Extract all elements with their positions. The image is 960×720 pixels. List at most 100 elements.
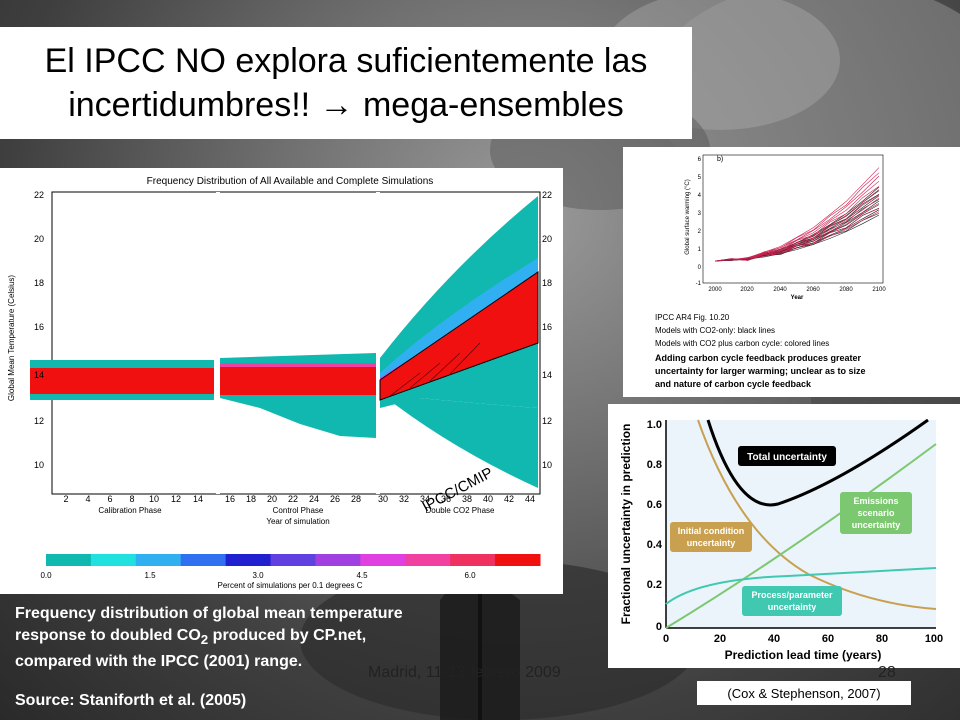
- uncertainty-chart-panel: Fractional uncertainty in prediction 1.0…: [608, 404, 960, 668]
- x-ticks-control: 16 18 20 22 24 26 28: [225, 494, 361, 504]
- y-tick: 0: [656, 621, 662, 633]
- x-tick: 12: [171, 494, 181, 504]
- main-chart-title: Frequency Distribution of All Available …: [147, 176, 434, 187]
- y-tick: 14: [542, 370, 552, 380]
- process-parameter-label: Process/parameter: [751, 590, 833, 600]
- emissions-label: Emissions: [853, 496, 898, 506]
- colorbar-swatch: [46, 554, 92, 566]
- calibration-band-core: [30, 368, 214, 394]
- emissions-label: scenario: [857, 508, 895, 518]
- ipcc-cmip-band: [379, 271, 539, 401]
- x-tick: 2040: [773, 287, 787, 293]
- y-tick: 12: [542, 416, 552, 426]
- carbon-cycle-line: [714, 211, 880, 262]
- ar4-ylabel: Global surface warming (°C): [685, 179, 691, 254]
- x-tick: 14: [193, 494, 203, 504]
- ar4-x-ticks: 2000 2020 2040 2060 2080 2100: [708, 287, 886, 293]
- source-text: Source: Staniforth et al. (2005): [15, 692, 247, 709]
- ar4-chart-svg: b) Global surface warming (°C) 6 5 4 3 2…: [655, 154, 886, 389]
- ar4-note: Models with CO2-only: black lines: [655, 326, 775, 335]
- colorbar-swatch: [495, 554, 541, 566]
- main-chart-ylabel: Global Mean Temperature (Celsius): [7, 275, 16, 401]
- x-tick: 24: [309, 494, 319, 504]
- phase-label-calibration: Calibration Phase: [98, 506, 162, 515]
- x-tick: 4: [85, 494, 90, 504]
- ipcc-band-hatching: [389, 342, 481, 397]
- colorbar-swatch: [405, 554, 451, 566]
- total-uncertainty-curve: [706, 418, 929, 507]
- slide-title-line2: incertidumbres!! → mega-ensembles: [68, 86, 624, 124]
- main-chart-xlabel: Year of simulation: [266, 517, 329, 526]
- uncertainty-x-ticks: 0 20 40 60 80 100: [663, 633, 943, 645]
- x-tick: 34: [420, 494, 430, 504]
- y-tick: 10: [34, 460, 44, 470]
- x-tick: 100: [925, 633, 943, 645]
- frequency-chart-svg: Frequency Distribution of All Available …: [7, 176, 552, 590]
- y-tick: 2: [698, 229, 702, 235]
- colorbar-swatch: [315, 554, 361, 566]
- x-tick: 18: [246, 494, 256, 504]
- y-tick: 14: [34, 370, 44, 380]
- total-uncertainty-label: Total uncertainty: [747, 452, 827, 463]
- initial-label-box: [670, 522, 752, 552]
- co2-only-line: [714, 207, 880, 262]
- y-tick: 0.4: [647, 539, 663, 551]
- x-tick: 22: [288, 494, 298, 504]
- x-tick: 60: [822, 633, 834, 645]
- carbon-cycle-line: [714, 208, 880, 262]
- carbon-cycle-line: [714, 167, 880, 262]
- caption-text: response to doubled CO: [15, 627, 201, 644]
- figure-caption: Frequency distribution of global mean te…: [15, 603, 455, 673]
- x-tick: 6: [107, 494, 112, 504]
- colorbar-swatch: [270, 554, 316, 566]
- y-tick: 1: [698, 247, 702, 253]
- uncertainty-xlabel: Prediction lead time (years): [725, 648, 882, 662]
- x-tick: 2060: [806, 287, 820, 293]
- initial-condition-curve: [697, 419, 937, 610]
- colorbar: [46, 554, 541, 566]
- initial-condition-label: uncertainty: [687, 538, 736, 548]
- ar4-note: IPCC AR4 Fig. 10.20: [655, 313, 730, 322]
- y-tick: 16: [542, 322, 552, 332]
- y-tick: 0.2: [647, 579, 662, 591]
- colorbar-swatch: [90, 554, 137, 566]
- x-tick: 20: [714, 633, 726, 645]
- emissions-label: uncertainty: [852, 520, 901, 530]
- ar4-y-ticks: 6 5 4 3 2 1 0 -1: [696, 157, 702, 287]
- footer-text: Madrid, 11-13 febrero 2009: [368, 664, 561, 681]
- colorbar-tick: 6.0: [464, 571, 476, 580]
- colorbar-tick: 3.0: [252, 571, 264, 580]
- x-tick: 2080: [839, 287, 853, 293]
- x-tick: 44: [525, 494, 535, 504]
- x-tick: 2: [63, 494, 68, 504]
- colorbar-swatch: [180, 554, 227, 566]
- x-tick: 0: [663, 633, 669, 645]
- phase-label-doubling: Double CO2 Phase: [426, 506, 495, 515]
- ipcc-ar4-panel: b) Global surface warming (°C) 6 5 4 3 2…: [623, 147, 960, 397]
- y-tick: 16: [34, 322, 44, 332]
- colorbar-swatch: [450, 554, 496, 566]
- x-tick: 42: [504, 494, 514, 504]
- x-tick: 40: [768, 633, 780, 645]
- x-ticks-calibration: 2 4 6 8 10 12 14: [63, 494, 203, 504]
- ar4-plot-frame: [702, 154, 884, 284]
- caption-line: Frequency distribution of global mean te…: [15, 605, 403, 622]
- y-axis-right: 22 20 18 16 14 12 10: [542, 190, 552, 470]
- y-tick: 20: [542, 234, 552, 244]
- process-label-box: [742, 586, 842, 616]
- process-parameter-curve: [665, 567, 937, 605]
- slide-number: 28: [878, 664, 896, 681]
- co2-only-line: [714, 200, 880, 262]
- co2-only-line: [714, 204, 880, 262]
- process-parameter-label: uncertainty: [768, 602, 817, 612]
- x-tick: 26: [330, 494, 340, 504]
- y-tick: 0: [698, 265, 702, 271]
- citation-box: (Cox & Stephenson, 2007): [697, 681, 911, 705]
- x-tick: 80: [876, 633, 888, 645]
- x-tick: 10: [149, 494, 159, 504]
- colorbar-tick: 0.0: [40, 571, 52, 580]
- x-tick: 30: [378, 494, 388, 504]
- title-box: El IPCC NO explora suficientemente las i…: [0, 27, 692, 139]
- colorbar-tick: 1.5: [144, 571, 156, 580]
- doubling-fan-lower: [380, 393, 538, 488]
